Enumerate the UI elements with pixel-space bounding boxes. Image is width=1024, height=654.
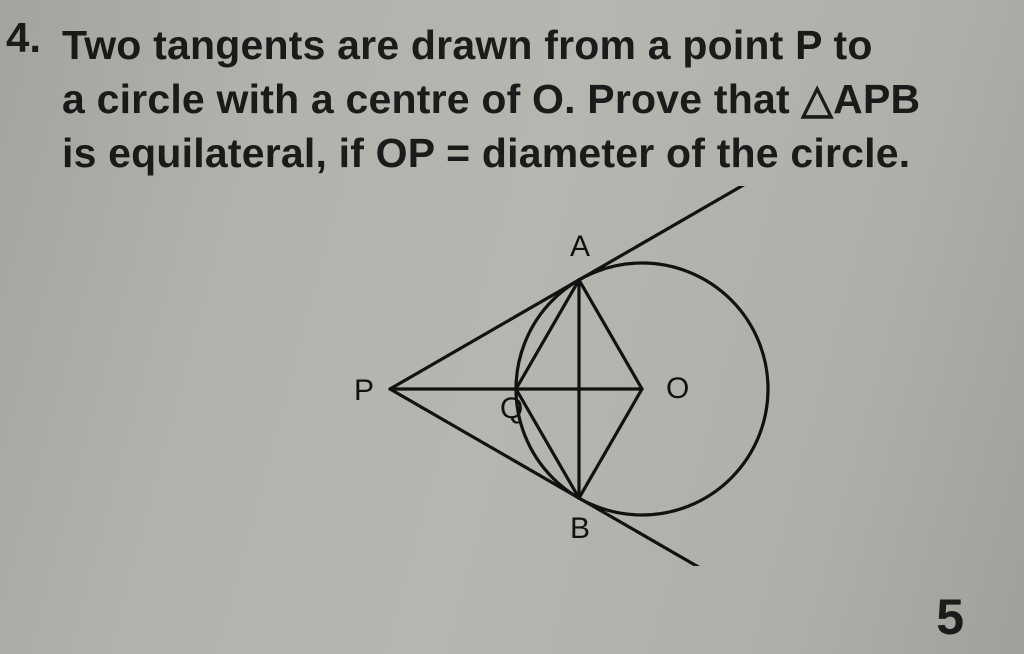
svg-text:P: P	[354, 374, 374, 407]
page: 4. Two tangents are drawn from a point P…	[0, 0, 1024, 654]
svg-text:Q: Q	[500, 392, 523, 425]
svg-text:A: A	[570, 230, 590, 263]
question-line-2-pre: a circle with a centre of O. Prove that	[62, 76, 801, 122]
diagram-container: A B O P Q	[40, 186, 984, 571]
question-line-1: Two tangents are drawn from a point P to	[62, 22, 873, 68]
marks-value: 5	[936, 588, 964, 646]
svg-text:B: B	[570, 512, 590, 545]
triangle-symbol: △	[801, 76, 833, 122]
question-line-3: is equilateral, if OP = diameter of the …	[62, 130, 910, 176]
svg-text:O: O	[666, 372, 689, 405]
triangle-label: APB	[833, 76, 920, 122]
question-number: 4.	[6, 14, 41, 62]
question-text: Two tangents are drawn from a point P to…	[62, 18, 984, 180]
geometry-diagram: A B O P Q	[202, 186, 822, 566]
